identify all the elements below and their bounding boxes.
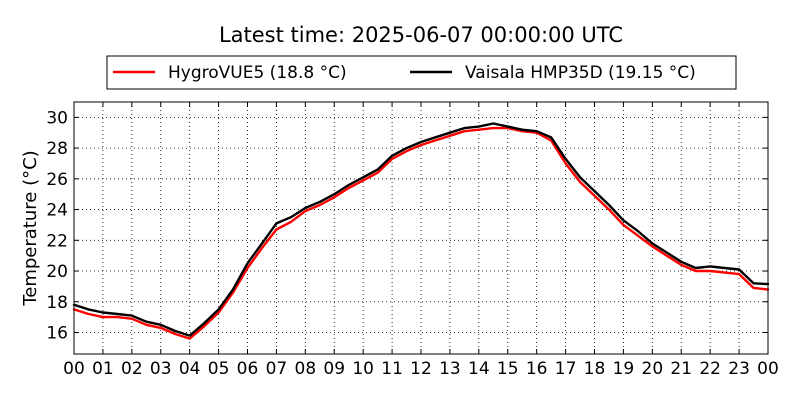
x-tick-label: 12 (410, 359, 432, 379)
x-tick-label: 02 (121, 359, 143, 379)
x-tick-label: 19 (613, 359, 635, 379)
x-tick-label: 00 (757, 359, 779, 379)
x-tick-label: 10 (352, 359, 374, 379)
y-tick-label: 24 (46, 201, 68, 221)
y-tick-label: 16 (46, 323, 68, 343)
y-tick-label: 28 (46, 139, 68, 159)
series-layer (72, 122, 770, 340)
y-tick-label: 20 (46, 262, 68, 282)
y-tick-label: 22 (46, 231, 68, 251)
x-tick-label: 21 (670, 359, 692, 379)
series-line-hygrovue5 (72, 126, 770, 340)
x-tick-label: 01 (92, 359, 114, 379)
y-tick-label: 18 (46, 293, 68, 313)
legend-label: HygroVUE5 (18.8 °C) (168, 63, 347, 83)
x-tick-label: 08 (295, 359, 317, 379)
y-axis-label: Temperature (°C) (20, 150, 41, 306)
x-tick-label: 03 (150, 359, 172, 379)
x-tick-label: 11 (381, 359, 403, 379)
grid (73, 102, 769, 354)
series-line-vaisala-hmp35d (72, 122, 770, 337)
x-tick-label: 20 (642, 359, 664, 379)
legend: HygroVUE5 (18.8 °C) Vaisala HMP35D (19.15… (106, 55, 737, 90)
ticks: 00 01 02 03 04 05 06 07 08 09 10 11 12 13 14 15 16 17 18 19… (46, 102, 779, 379)
x-tick-label: 23 (728, 359, 750, 379)
x-tick-label: 15 (497, 359, 519, 379)
chart-title: Latest time: 2025-06-07 00:00:00 UTC (219, 23, 623, 47)
x-tick-label: 00 (63, 359, 85, 379)
x-tick-label: 04 (179, 359, 201, 379)
x-tick-label: 13 (439, 359, 461, 379)
plot-frame (73, 101, 769, 355)
y-tick-label: 26 (46, 170, 68, 190)
x-tick-label: 05 (208, 359, 230, 379)
x-tick-label: 17 (555, 359, 577, 379)
x-tick-label: 18 (584, 359, 606, 379)
x-tick-label: 14 (468, 359, 490, 379)
x-tick-label: 09 (323, 359, 345, 379)
y-tick-label: 30 (46, 108, 68, 128)
x-tick-label: 22 (699, 359, 721, 379)
legend-label: Vaisala HMP35D (19.15 °C) (465, 63, 696, 83)
x-tick-label: 16 (526, 359, 548, 379)
x-tick-label: 06 (237, 359, 259, 379)
x-tick-label: 07 (266, 359, 288, 379)
